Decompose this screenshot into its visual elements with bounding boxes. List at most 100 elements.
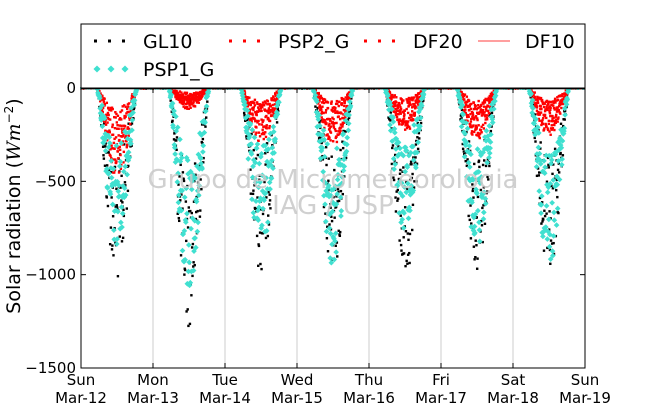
data-point-df20 bbox=[557, 109, 561, 112]
data-point-psp1_g bbox=[270, 165, 276, 172]
legend: GL10 PSP2_G DF20 DF10 PSP1_G bbox=[80, 23, 586, 89]
data-point-df20 bbox=[545, 116, 548, 120]
data-point-gl10 bbox=[264, 163, 267, 166]
data-point-df20 bbox=[267, 108, 271, 111]
data-point-psp2_g bbox=[470, 117, 473, 121]
data-point-psp2_g bbox=[475, 117, 479, 120]
data-point-psp1_g bbox=[255, 217, 262, 223]
data-point-df20 bbox=[395, 115, 399, 119]
data-point-df20 bbox=[268, 125, 271, 128]
data-point-psp2_g bbox=[109, 154, 112, 158]
data-point-gl10 bbox=[412, 186, 416, 189]
data-point-psp1_g bbox=[400, 152, 407, 159]
data-point-gl10 bbox=[559, 122, 563, 125]
data-point-psp1_g bbox=[270, 128, 277, 135]
data-point-psp1_g bbox=[99, 102, 105, 109]
data-point-df20 bbox=[334, 135, 338, 138]
data-point-df20 bbox=[539, 105, 542, 108]
y-axis-title-text: Solar radiation ( bbox=[3, 161, 25, 314]
data-point-psp1_g bbox=[113, 241, 120, 247]
data-point-gl10 bbox=[557, 211, 560, 215]
data-point-gl10 bbox=[403, 206, 407, 209]
data-point-psp1_g bbox=[387, 122, 393, 128]
data-point-gl10 bbox=[389, 111, 392, 114]
data-point-df20 bbox=[396, 105, 399, 109]
data-point-gl10 bbox=[102, 154, 105, 157]
data-point-psp1_g bbox=[265, 219, 271, 226]
data-point-psp1_g bbox=[401, 210, 407, 216]
data-point-gl10 bbox=[127, 164, 130, 168]
data-point-gl10 bbox=[482, 186, 486, 189]
data-point-psp1_g bbox=[249, 127, 256, 133]
data-point-df20 bbox=[268, 119, 272, 123]
data-point-psp1_g bbox=[122, 163, 129, 170]
legend-marker-df20 bbox=[378, 39, 381, 43]
data-point-df20 bbox=[104, 129, 107, 132]
data-point-psp2_g bbox=[408, 127, 412, 130]
data-point-gl10 bbox=[552, 163, 555, 166]
data-point-psp2_g bbox=[341, 125, 344, 128]
data-point-df20 bbox=[414, 101, 418, 104]
x-tick-label-day: Sun bbox=[571, 371, 600, 389]
data-point-df20 bbox=[193, 99, 196, 102]
data-point-psp1_g bbox=[128, 105, 135, 111]
data-point-gl10 bbox=[255, 234, 259, 238]
data-point-gl10 bbox=[319, 119, 323, 122]
data-point-df20 bbox=[187, 94, 190, 98]
data-point-df20 bbox=[257, 119, 260, 123]
data-point-df20 bbox=[318, 104, 322, 108]
data-point-df20 bbox=[333, 106, 336, 109]
data-point-df20 bbox=[411, 98, 414, 102]
data-point-gl10 bbox=[336, 200, 339, 203]
data-point-df20 bbox=[473, 116, 476, 119]
data-point-df20 bbox=[533, 103, 537, 106]
data-point-psp2_g bbox=[476, 134, 479, 137]
data-point-psp1_g bbox=[119, 210, 126, 217]
data-point-gl10 bbox=[179, 163, 182, 167]
data-point-psp2_g bbox=[122, 161, 125, 164]
data-point-psp1_g bbox=[245, 113, 251, 119]
data-point-psp1_g bbox=[468, 151, 474, 158]
data-point-df20 bbox=[261, 120, 264, 124]
data-point-gl10 bbox=[180, 193, 183, 196]
data-point-df20 bbox=[534, 98, 538, 101]
data-point-df20 bbox=[252, 108, 255, 112]
data-point-psp2_g bbox=[255, 101, 259, 104]
data-point-psp1_g bbox=[317, 155, 324, 162]
data-point-df20 bbox=[323, 126, 326, 130]
data-point-psp1_g bbox=[114, 236, 121, 242]
plot-frame bbox=[80, 87, 586, 369]
data-point-df20 bbox=[273, 107, 277, 110]
data-point-df20 bbox=[398, 110, 402, 113]
data-point-psp1_g bbox=[131, 102, 138, 108]
data-point-psp1_g bbox=[391, 166, 397, 172]
data-point-df20 bbox=[393, 102, 397, 105]
data-point-df20 bbox=[547, 119, 551, 123]
data-point-gl10 bbox=[244, 119, 247, 123]
data-point-gl10 bbox=[419, 121, 423, 125]
data-point-gl10 bbox=[547, 163, 550, 167]
data-point-gl10 bbox=[188, 322, 192, 326]
data-point-gl10 bbox=[182, 177, 185, 181]
data-point-psp1_g bbox=[391, 129, 398, 136]
data-point-psp1_g bbox=[249, 196, 255, 203]
data-point-psp1_g bbox=[321, 136, 328, 143]
data-point-psp1_g bbox=[420, 91, 427, 97]
data-point-df20 bbox=[180, 99, 183, 102]
data-point-df20 bbox=[418, 99, 421, 103]
data-point-gl10 bbox=[109, 226, 113, 229]
data-point-psp1_g bbox=[115, 188, 122, 195]
data-point-df20 bbox=[413, 113, 417, 117]
data-point-gl10 bbox=[350, 97, 353, 100]
watermark-line-2: IAG / USP bbox=[272, 191, 394, 221]
data-point-gl10 bbox=[175, 139, 178, 142]
data-point-gl10 bbox=[537, 174, 541, 177]
data-point-gl10 bbox=[475, 216, 479, 219]
data-point-gl10 bbox=[102, 157, 106, 160]
data-point-df20 bbox=[185, 98, 188, 102]
data-point-df20 bbox=[114, 136, 118, 139]
data-point-psp1_g bbox=[201, 129, 208, 136]
data-point-psp1_g bbox=[194, 187, 201, 194]
data-point-gl10 bbox=[339, 148, 342, 152]
data-point-psp2_g bbox=[388, 91, 392, 95]
